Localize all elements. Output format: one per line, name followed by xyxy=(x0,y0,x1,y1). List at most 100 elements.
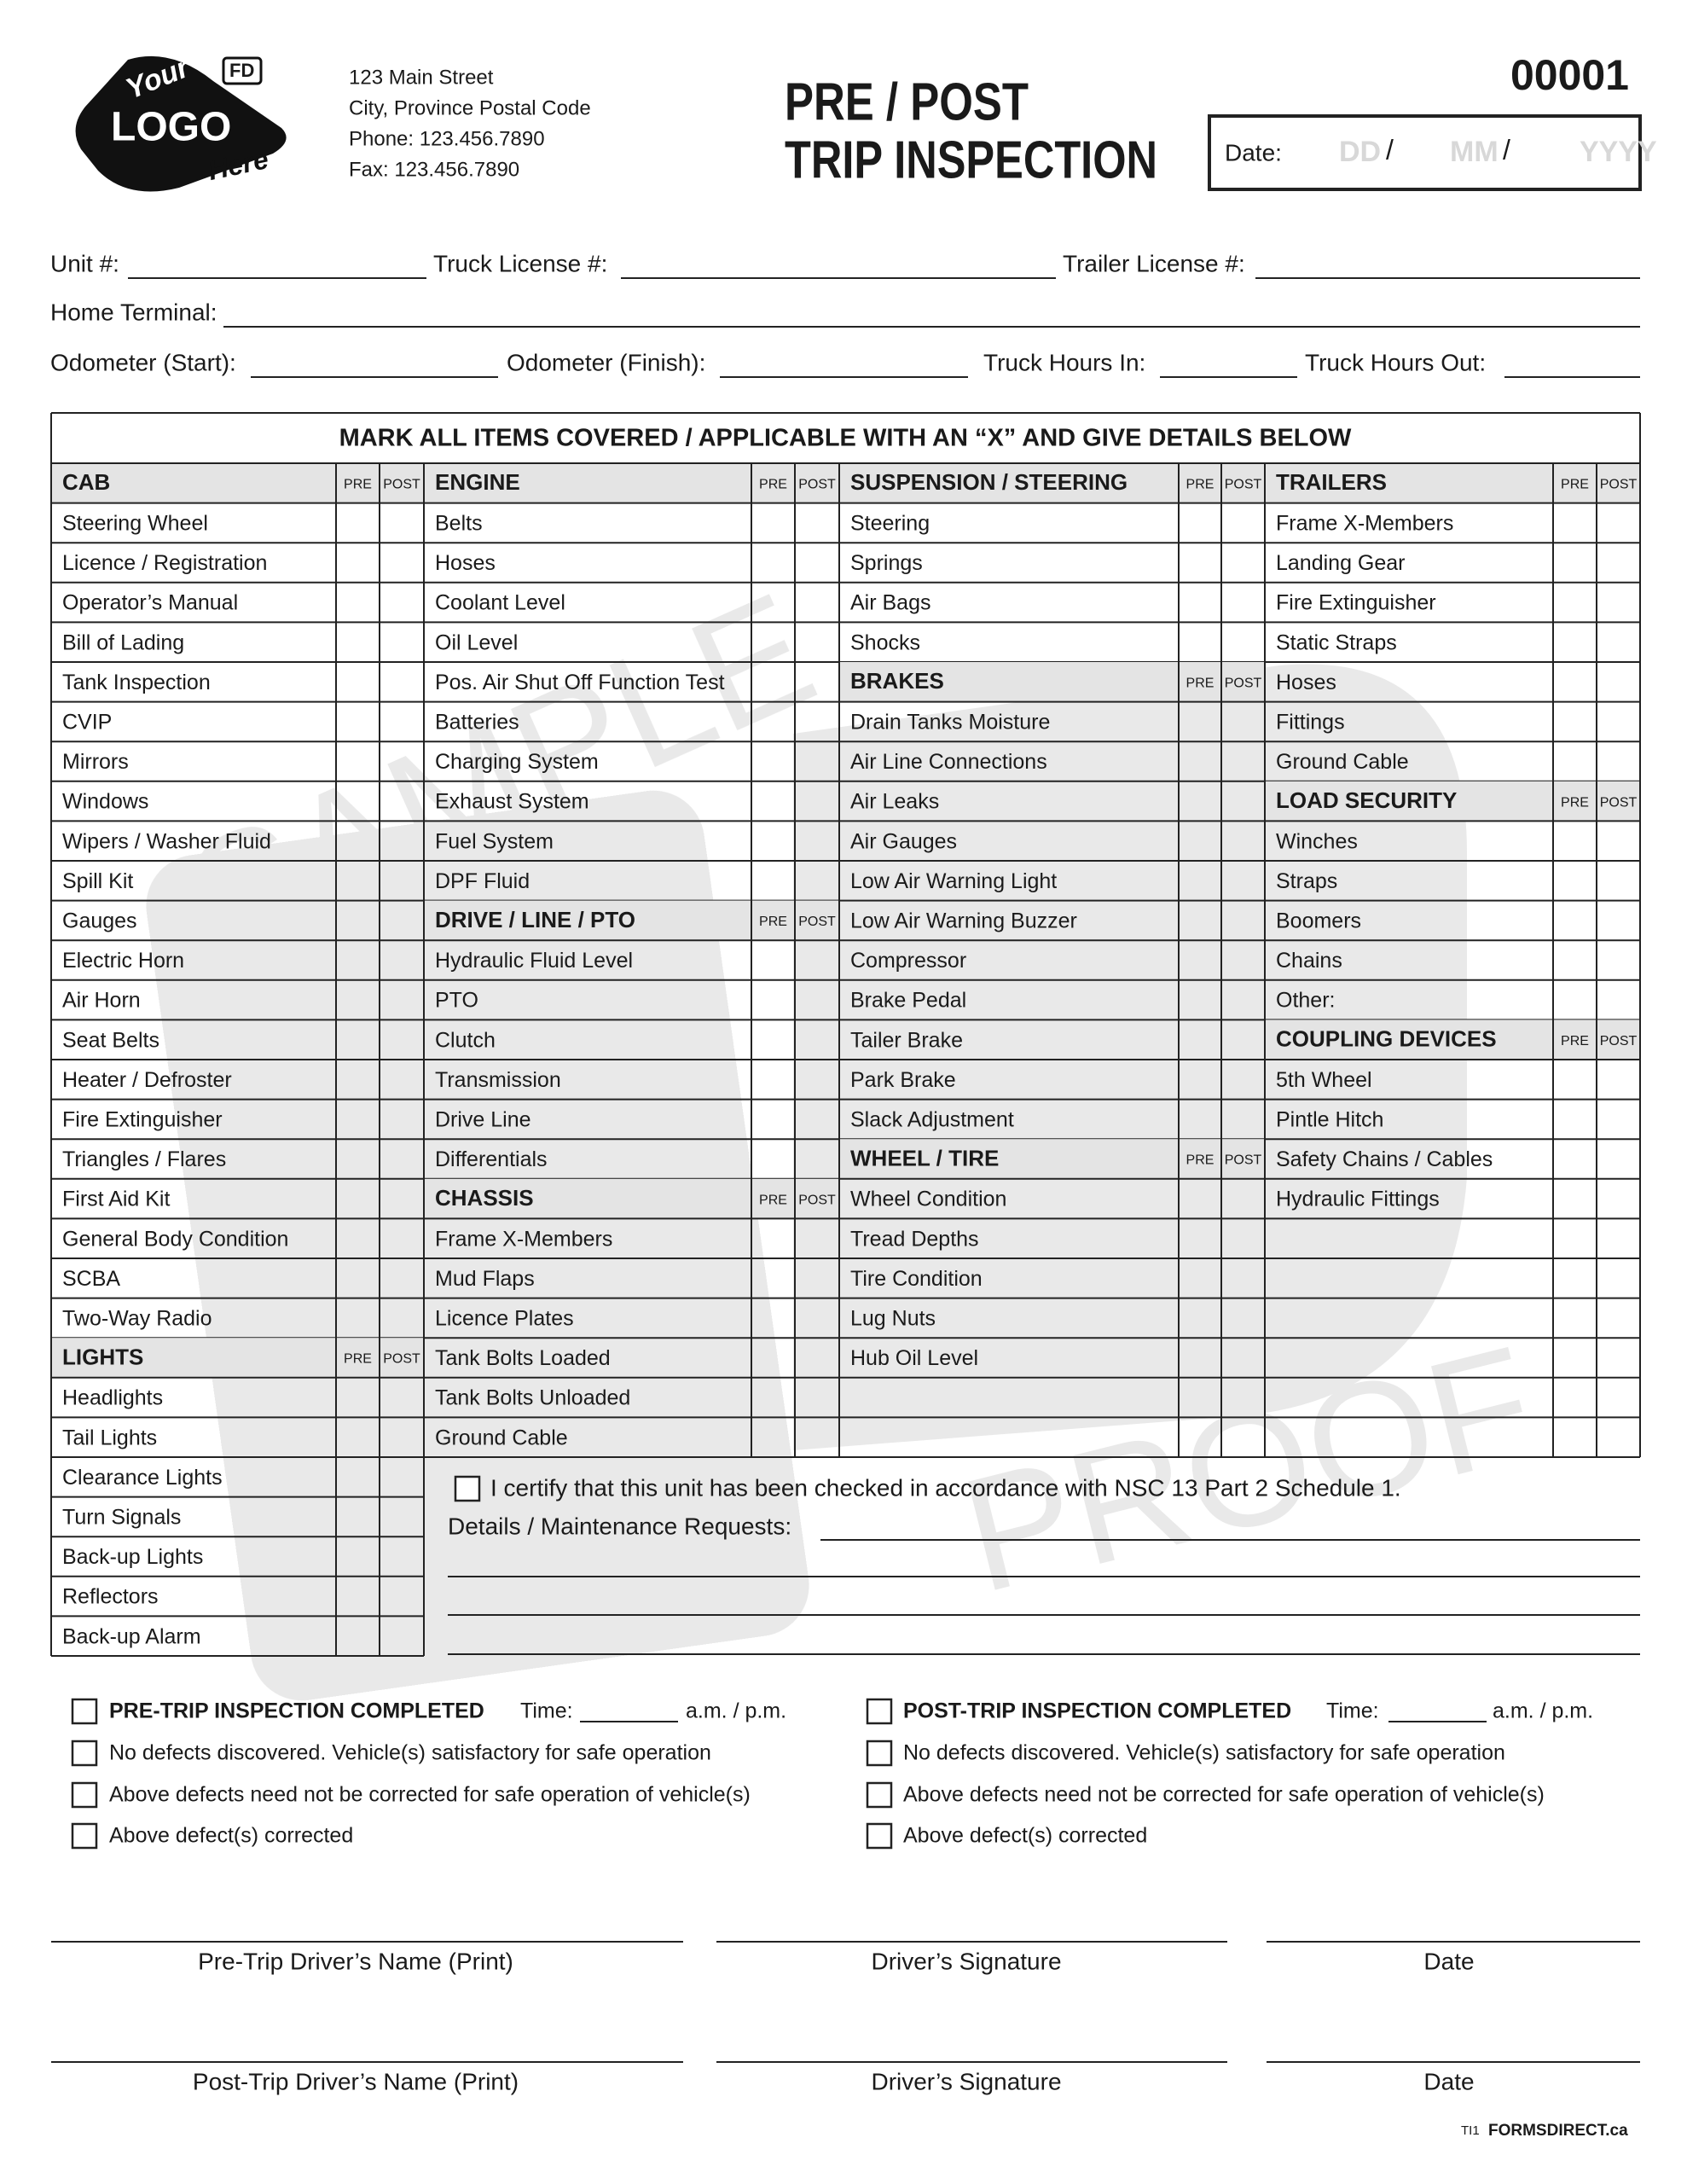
completion-option: Above defects need not be corrected for … xyxy=(903,1783,1545,1807)
pre-label: PRE xyxy=(1186,478,1215,492)
inspection-item: Tank Bolts Loaded xyxy=(435,1346,611,1370)
address-line: Fax: 123.456.7890 xyxy=(349,158,519,181)
inspection-item: Static Straps xyxy=(1276,630,1397,654)
inspection-item: Air Horn xyxy=(62,989,141,1013)
signature-label: Driver’s Signature xyxy=(871,2068,1061,2094)
inspection-item: Electric Horn xyxy=(62,949,184,973)
time-label: Time: xyxy=(1326,1699,1379,1723)
signature-label: Post-Trip Driver’s Name (Print) xyxy=(193,2068,519,2094)
inspection-item: Straps xyxy=(1276,869,1337,893)
inspection-item: First Aid Kit xyxy=(62,1188,170,1211)
inspection-item: Licence / Registration xyxy=(62,551,267,575)
completion-option: Above defects need not be corrected for … xyxy=(109,1783,751,1807)
section-header-bg xyxy=(1265,781,1640,822)
inspection-item: Steering Wheel xyxy=(62,512,208,536)
section-title: SUSPENSION / STEERING xyxy=(850,469,1128,495)
inspection-item: Batteries xyxy=(435,711,519,735)
inspection-item: Tailer Brake xyxy=(850,1028,963,1052)
address-line: 123 Main Street xyxy=(349,66,494,89)
address-line: City, Province Postal Code xyxy=(349,96,591,119)
inspection-item: Tank Bolts Unloaded xyxy=(435,1386,630,1410)
checkbox xyxy=(71,1822,98,1850)
pre-label: PRE xyxy=(759,478,787,492)
address-line: Phone: 123.456.7890 xyxy=(349,127,545,150)
inspection-item: Fire Extinguisher xyxy=(1276,591,1436,615)
post-label: POST xyxy=(798,478,836,492)
inspection-item: Tail Lights xyxy=(62,1426,157,1449)
logo xyxy=(75,55,287,192)
completion-option: Above defect(s) corrected xyxy=(109,1824,353,1848)
section-header-bg xyxy=(51,1338,424,1378)
inspection-item: Charging System xyxy=(435,750,599,774)
inspection-item: Turn Signals xyxy=(62,1506,181,1530)
inspection-item: DPF Fluid xyxy=(435,869,530,893)
pre-label: PRE xyxy=(1186,677,1215,691)
inspection-item: Brake Pedal xyxy=(850,989,966,1013)
inspection-item: Compressor xyxy=(850,949,966,973)
checkbox xyxy=(866,1698,893,1725)
inspection-item: Air Gauges xyxy=(850,829,957,853)
signature-label: Driver’s Signature xyxy=(871,1948,1061,1974)
section-header-bg xyxy=(424,900,839,941)
field-label: Odometer (Start): xyxy=(50,349,236,375)
inspection-item: Bill of Lading xyxy=(62,630,184,654)
watermark-shape xyxy=(146,790,809,1701)
inspection-item: Springs xyxy=(850,551,923,575)
inspection-item: Operator’s Manual xyxy=(62,591,238,615)
inspection-item: Differentials xyxy=(435,1147,548,1171)
time-label: Time: xyxy=(520,1699,573,1723)
post-label: POST xyxy=(383,478,420,492)
date-box xyxy=(1208,114,1642,191)
table-instruction: MARK ALL ITEMS COVERED / APPLICABLE WITH… xyxy=(339,425,1352,452)
pre-label: PRE xyxy=(759,1193,787,1207)
inspection-item: Shocks xyxy=(850,630,920,654)
pre-label: PRE xyxy=(344,1352,372,1367)
signature-label: Date xyxy=(1423,2068,1474,2094)
date-label: Date: xyxy=(1225,139,1282,166)
inspection-item: Slack Adjustment xyxy=(850,1108,1014,1132)
field-label: Odometer (Finish): xyxy=(507,349,705,375)
inspection-item: Pintle Hitch xyxy=(1276,1108,1383,1132)
completion-option: No defects discovered. Vehicle(s) satisf… xyxy=(109,1741,711,1765)
inspection-item: Triangles / Flares xyxy=(62,1147,226,1171)
field-label: Truck Hours Out: xyxy=(1305,349,1486,375)
inspection-item: Tread Depths xyxy=(850,1227,979,1251)
section-title: CAB xyxy=(62,469,110,495)
field-label: Truck License #: xyxy=(433,250,607,276)
section-title: LIGHTS xyxy=(62,1344,143,1369)
inspection-item: Park Brake xyxy=(850,1068,956,1092)
inspection-item: Hub Oil Level xyxy=(850,1346,978,1370)
inspection-item: Wheel Condition xyxy=(850,1188,1006,1211)
form-number: 00001 xyxy=(1510,51,1629,99)
inspection-item: Fuel System xyxy=(435,829,554,853)
inspection-item: Clearance Lights xyxy=(62,1466,223,1490)
certification-text: I certify that this unit has been checke… xyxy=(490,1474,1401,1501)
checkbox xyxy=(454,1475,481,1502)
footer-brand: FORMSDIRECT.ca xyxy=(1488,2122,1628,2140)
inspection-item: Fire Extinguisher xyxy=(62,1108,223,1132)
inspection-item: Belts xyxy=(435,512,483,536)
post-label: POST xyxy=(1225,677,1262,691)
pre-label: PRE xyxy=(759,915,787,929)
inspection-item: Winches xyxy=(1276,829,1358,853)
inspection-item: Back-up Lights xyxy=(62,1545,203,1569)
inspection-item: Ground Cable xyxy=(1276,750,1409,774)
inspection-item: Safety Chains / Cables xyxy=(1276,1147,1493,1171)
time-suffix: a.m. / p.m. xyxy=(686,1699,786,1723)
post-label: POST xyxy=(383,1352,420,1367)
inspection-item: Chains xyxy=(1276,949,1342,973)
time-suffix: a.m. / p.m. xyxy=(1493,1699,1593,1723)
inspection-item: Back-up Alarm xyxy=(62,1624,201,1648)
inspection-item: Hoses xyxy=(435,551,496,575)
inspection-item: Tire Condition xyxy=(850,1267,983,1291)
logo-shape xyxy=(75,55,287,192)
inspection-item: 5th Wheel xyxy=(1276,1068,1372,1092)
inspection-item: Hydraulic Fittings xyxy=(1276,1188,1440,1211)
post-label: POST xyxy=(1600,795,1638,810)
inspection-item: Headlights xyxy=(62,1386,163,1410)
completion-title: POST-TRIP INSPECTION COMPLETED xyxy=(903,1699,1291,1723)
field-label: Unit #: xyxy=(50,250,119,276)
section-title: CHASSIS xyxy=(435,1185,534,1211)
